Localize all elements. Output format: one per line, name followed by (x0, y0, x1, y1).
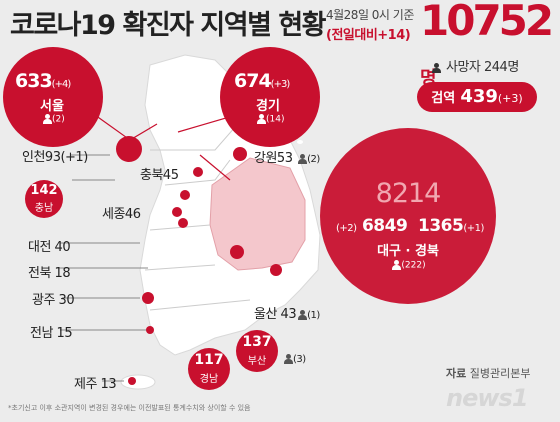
source-label: 자료 (446, 367, 467, 380)
jeju-dot (128, 377, 136, 385)
gyeongnam-name: 경남 (199, 374, 219, 385)
seoul-name: 서울 (40, 99, 64, 114)
daegu-gyeongbuk-deaths: (222) (320, 260, 496, 271)
gwangju-dot (142, 292, 154, 304)
chungnam-dot (180, 190, 190, 200)
busan-deaths: (3) (282, 351, 306, 366)
daejeon-label: 대전 40 (28, 240, 71, 255)
person-icon (432, 62, 441, 73)
busan-count: 137 (242, 334, 272, 350)
total-number: 10752 (420, 0, 554, 45)
person-icon (298, 309, 308, 320)
daegu-gyeongbuk-area (209, 157, 306, 271)
jeonnam-label: 전남 15 (30, 326, 73, 341)
person-icon (43, 114, 52, 124)
news1-logo: news1 (446, 384, 529, 412)
incheon-label: 인천93(+1) (22, 150, 88, 165)
chungnam-circle: 142 충남 (25, 180, 63, 218)
quarantine-badge: 검역 439(+3) (417, 82, 537, 112)
quarantine-count: 439 (460, 86, 498, 107)
gyeongnam-circle: 117 경남 (188, 348, 230, 390)
chungnam-count: 142 (30, 183, 58, 198)
sejong-dot (172, 207, 182, 217)
seoul-deaths: (2) (41, 114, 65, 125)
jeju-island (120, 374, 156, 390)
seoul-count: 633(+4) (15, 70, 71, 92)
chungnam-name: 충남 (34, 203, 54, 214)
daegu-count: (+2) 6849 (336, 216, 408, 236)
person-icon (284, 353, 293, 364)
gyeongnam-count: 117 (194, 352, 224, 368)
gwangju-label: 광주 30 (32, 293, 75, 308)
daegu-gyeongbuk-total: 8214 (375, 178, 442, 209)
ulsan-label: 울산 43 (1) (254, 307, 320, 322)
gyeonggi-name: 경기 (256, 99, 280, 114)
ulleung-island (297, 140, 303, 144)
chungbuk-dot (193, 167, 203, 177)
person-icon (298, 153, 308, 164)
daegu-gyeongbuk-name: 대구 · 경북 (377, 244, 439, 259)
source-name: 질병관리본부 (469, 367, 531, 380)
jeonnam-dot (146, 326, 154, 334)
daejeon-dot (178, 218, 188, 228)
sejong-label: 세종46 (102, 207, 141, 222)
gyeonggi-deaths: (14) (255, 114, 284, 125)
total-count: 10752명 (420, 0, 560, 94)
deaths-total-label: 사망자 244명 (446, 60, 519, 75)
gangwon-label: 강원53 (2) (254, 151, 320, 166)
quarantine-label: 검역 (431, 91, 456, 106)
gangwon-dot (233, 147, 247, 161)
seoul-circle: 633(+4) 서울 (2) (3, 47, 103, 147)
daegu-gyeongbuk-circle: 8214 (+2) 6849 1365(+1) 대구 · 경북 (222) (320, 128, 496, 304)
footnote: *초기신고 이후 소관지역이 변경된 경우에는 이전발표된 통계수치와 상이할 … (8, 404, 251, 412)
gyeonggi-circle: 674(+3) 경기 (14) (220, 47, 320, 147)
chungbuk-label: 충북45 (140, 168, 179, 183)
date-label: 4월28일 0시 기준 (326, 8, 414, 22)
gyeongbuk-count: 1365(+1) (418, 216, 484, 236)
gyeonggi-count: 674(+3) (234, 70, 290, 92)
busan-name: 부산 (247, 356, 267, 367)
person-icon (257, 114, 266, 124)
daegu-dot (230, 245, 244, 259)
quarantine-change: (+3) (497, 92, 523, 105)
jeonbuk-label: 전북 18 (28, 266, 71, 281)
jeju-label: 제주 13 (74, 377, 117, 392)
busan-circle: 137 부산 (236, 330, 278, 372)
daily-change: (전일대비+14) (326, 28, 411, 43)
deaths-total: 사망자 244명 (430, 56, 519, 75)
ulsan-dot (270, 264, 282, 276)
person-icon (392, 260, 402, 270)
source: 자료 질병관리본부 (446, 365, 530, 381)
incheon-dot (116, 136, 142, 162)
page-title: 코로나19 확진자 지역별 현황 (10, 10, 327, 41)
